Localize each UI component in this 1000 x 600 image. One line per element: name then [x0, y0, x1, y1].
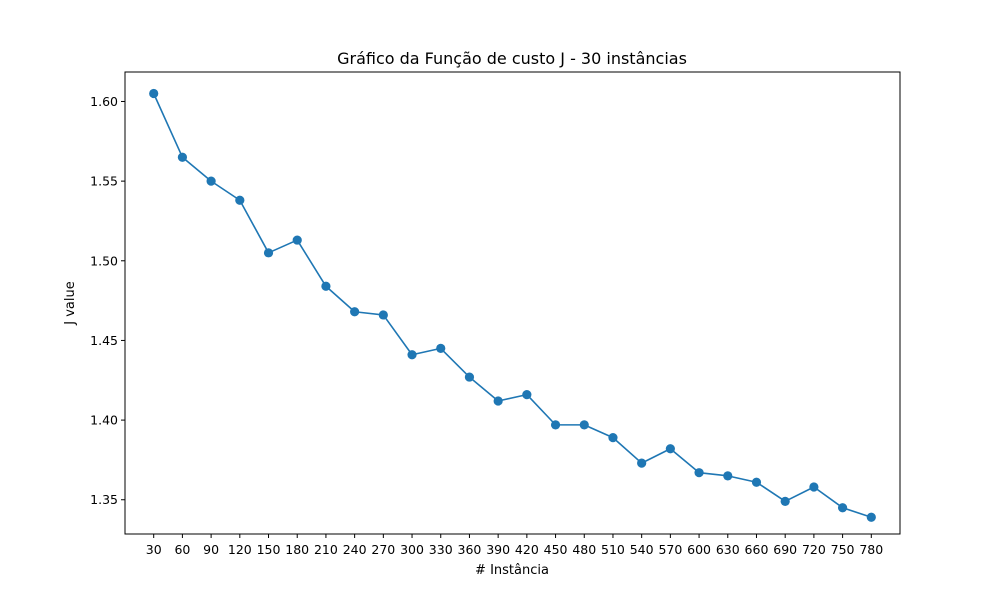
data-point	[378, 310, 388, 320]
x-tick-label: 450	[544, 542, 568, 557]
x-tick-label: 660	[745, 542, 769, 557]
x-tick-label: 780	[859, 542, 883, 557]
data-point	[149, 88, 159, 99]
chart-title: Gráfico da Função de custo J - 30 instân…	[337, 49, 687, 68]
x-tick-label: 720	[802, 542, 826, 557]
y-tick-label: 1.35	[90, 492, 118, 507]
plot-area: 1.35 1.40 1.45 1.50 1.55 1.60 30 60 90 120 150 180 2…	[90, 71, 901, 557]
x-tick-label: 510	[601, 542, 625, 557]
x-tick-label: 540	[630, 542, 654, 557]
data-point	[177, 152, 188, 162]
y-tick-label: 1.50	[90, 253, 118, 268]
x-tick-label: 690	[773, 542, 797, 557]
data-point	[694, 468, 704, 478]
data-point	[235, 195, 245, 205]
x-tick-label: 90	[203, 542, 219, 557]
data-point	[206, 176, 216, 186]
data-point	[321, 281, 331, 291]
data-point	[751, 477, 762, 487]
data-point	[608, 433, 618, 443]
data-point	[837, 503, 848, 513]
y-axis-label: J value	[63, 281, 78, 325]
x-tick-label: 330	[429, 542, 453, 557]
x-tick-label: 300	[400, 542, 424, 557]
y-tick-label: 1.55	[90, 174, 118, 189]
x-tick-label: 30	[146, 542, 162, 557]
series-line	[152, 93, 872, 519]
data-point	[292, 235, 302, 245]
data-point	[493, 396, 503, 406]
data-point	[464, 372, 475, 382]
x-tick-label: 570	[658, 542, 682, 557]
data-point	[723, 471, 733, 481]
x-tick-label: 150	[257, 542, 281, 557]
data-point	[350, 307, 360, 317]
x-tick-label: 420	[515, 542, 539, 557]
x-tick-label: 180	[285, 542, 309, 557]
y-tick-label: 1.60	[90, 94, 118, 109]
data-point	[436, 343, 446, 354]
data-point	[407, 350, 417, 360]
plot-frame	[124, 71, 901, 535]
x-tick-label: 390	[486, 542, 510, 557]
data-point	[263, 248, 274, 258]
x-tick-label: 210	[314, 542, 338, 557]
data-point	[637, 458, 647, 468]
y-tick-label: 1.45	[90, 333, 118, 348]
x-tick-label: 240	[343, 542, 367, 557]
x-axis-label: # Instância	[475, 563, 549, 578]
x-tick-label: 630	[716, 542, 740, 557]
x-tick-label: 600	[687, 542, 711, 557]
x-tick-label: 270	[371, 542, 395, 557]
x-tick-label: 480	[572, 542, 596, 557]
data-point	[866, 512, 876, 522]
data-point	[780, 496, 790, 506]
x-tick-label: 360	[458, 542, 482, 557]
x-tick-label: 60	[174, 542, 190, 557]
data-point	[550, 420, 561, 430]
x-tick-label: 750	[831, 542, 855, 557]
data-point	[579, 420, 589, 430]
y-tick-label: 1.40	[90, 413, 118, 428]
data-point	[522, 390, 532, 400]
data-point	[665, 444, 675, 454]
x-tick-label: 120	[228, 542, 252, 557]
data-point	[809, 482, 819, 492]
